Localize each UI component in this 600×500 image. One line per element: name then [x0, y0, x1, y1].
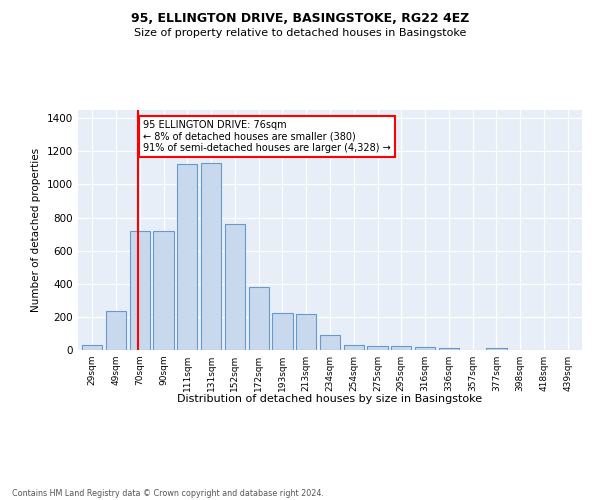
Bar: [391, 346, 412, 350]
Bar: [439, 348, 459, 350]
Bar: [106, 311, 126, 350]
Text: 95, ELLINGTON DRIVE, BASINGSTOKE, RG22 4EZ: 95, ELLINGTON DRIVE, BASINGSTOKE, RG22 4…: [131, 12, 469, 26]
Bar: [154, 231, 173, 350]
Text: Contains HM Land Registry data © Crown copyright and database right 2024.: Contains HM Land Registry data © Crown c…: [12, 488, 324, 498]
Text: Size of property relative to detached houses in Basingstoke: Size of property relative to detached ho…: [134, 28, 466, 38]
Bar: [225, 224, 245, 350]
X-axis label: Distribution of detached houses by size in Basingstoke: Distribution of detached houses by size …: [178, 394, 482, 404]
Bar: [272, 313, 293, 350]
Bar: [82, 345, 103, 350]
Bar: [130, 231, 150, 350]
Bar: [201, 163, 221, 350]
Text: 95 ELLINGTON DRIVE: 76sqm
← 8% of detached houses are smaller (380)
91% of semi-: 95 ELLINGTON DRIVE: 76sqm ← 8% of detach…: [143, 120, 391, 153]
Bar: [344, 345, 364, 350]
Bar: [248, 287, 269, 350]
Bar: [296, 314, 316, 350]
Y-axis label: Number of detached properties: Number of detached properties: [31, 148, 41, 312]
Bar: [415, 346, 435, 350]
Bar: [367, 346, 388, 350]
Bar: [487, 348, 506, 350]
Bar: [320, 335, 340, 350]
Bar: [177, 164, 197, 350]
